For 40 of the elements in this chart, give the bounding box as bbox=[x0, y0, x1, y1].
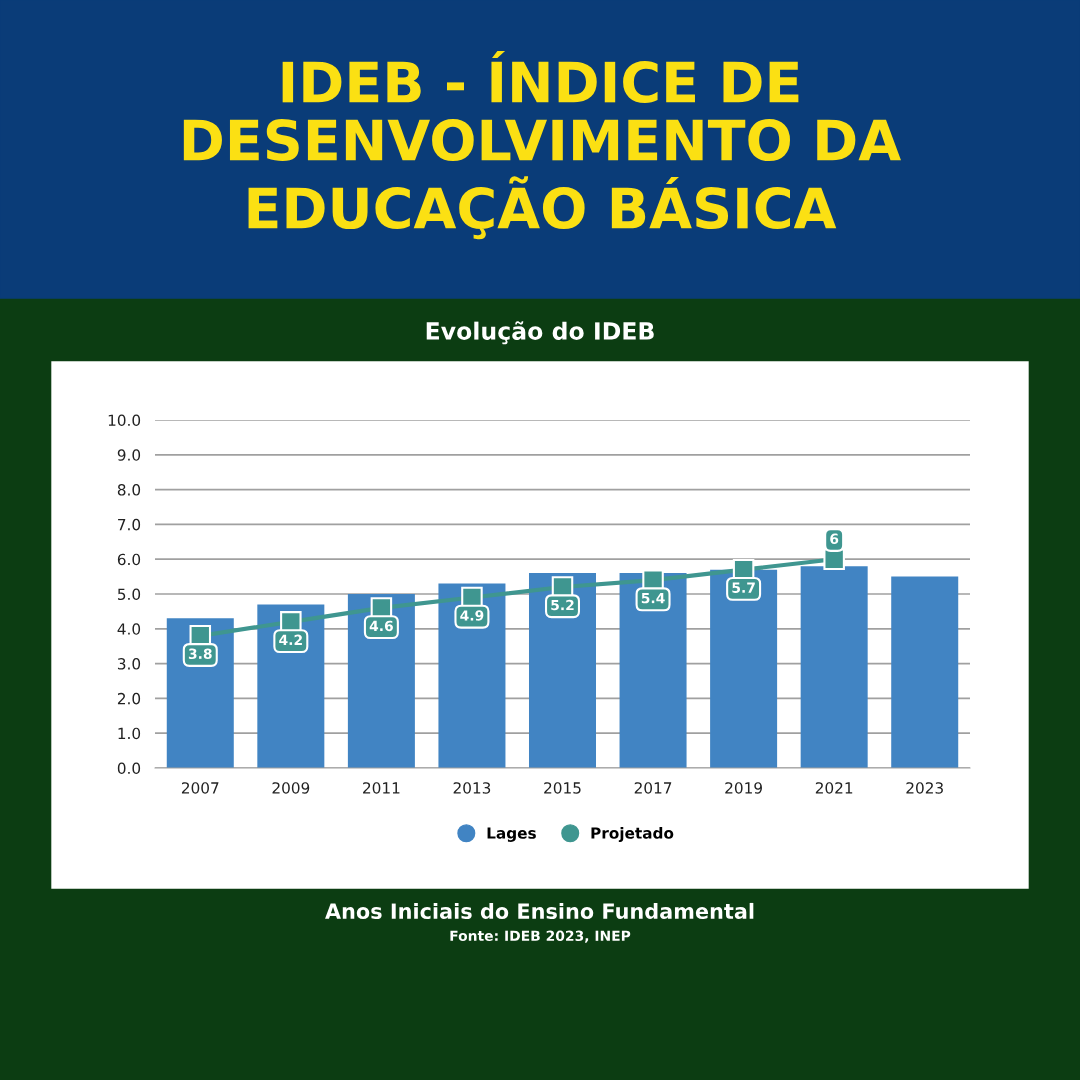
x-tick-label: 2019 bbox=[725, 782, 762, 794]
data-label: 4.9 bbox=[460, 610, 484, 621]
data-label: 4.2 bbox=[279, 634, 302, 645]
text: Anos Iniciais do Ensino Fundamental bbox=[325, 902, 754, 920]
x-tick-label: 2011 bbox=[363, 782, 400, 794]
y-tick-label: 9.0 bbox=[117, 449, 141, 461]
x-tick-label: 2007 bbox=[181, 782, 219, 794]
data-label: 6 bbox=[830, 533, 839, 545]
data-label: 5.2 bbox=[551, 599, 574, 611]
x-tick-label: 2013 bbox=[453, 782, 491, 794]
bar bbox=[710, 569, 778, 768]
bar bbox=[800, 566, 868, 768]
bar bbox=[619, 573, 687, 768]
chart-title: IDEB - ÍNDICE DE DESENVOLVIMENTO DA EDUCAÇÃO BÁSICA bbox=[183, 50, 901, 240]
y-tick-label: 2.0 bbox=[117, 692, 141, 705]
y-tick-label: 4.0 bbox=[117, 623, 141, 635]
data-label: 5.7 bbox=[732, 582, 755, 593]
y-tick-label: 7.0 bbox=[118, 518, 141, 531]
y-tick-label: 5.0 bbox=[117, 588, 141, 601]
bar bbox=[891, 576, 959, 768]
data-label: 3.8 bbox=[188, 648, 212, 660]
y-tick-label: 10.0 bbox=[108, 414, 141, 427]
source-note: Fonte: IDEB 2023, INEP bbox=[450, 930, 631, 943]
x-tick-label: 2017 bbox=[634, 782, 672, 794]
y-tick-label: 3.0 bbox=[117, 658, 141, 670]
y-tick-label: 1.0 bbox=[118, 727, 141, 740]
data-label: 4.6 bbox=[369, 620, 393, 632]
y-tick-label: 8.0 bbox=[117, 484, 141, 496]
x-tick-label: 2023 bbox=[906, 782, 943, 794]
x-tick-label: 2021 bbox=[815, 782, 853, 794]
legend-label: Lages bbox=[487, 827, 536, 842]
chart-subtitle: Evolução do IDEB bbox=[426, 321, 654, 345]
legend-label: Projetado bbox=[591, 826, 674, 842]
x-tick-label: 2009 bbox=[272, 782, 310, 794]
y-tick-label: 6.0 bbox=[117, 553, 141, 566]
x-tick-label: 2015 bbox=[544, 782, 581, 794]
y-tick-label: 0.0 bbox=[117, 762, 141, 775]
data-label: 5.4 bbox=[641, 593, 665, 604]
point bbox=[823, 548, 845, 570]
bar bbox=[528, 573, 597, 768]
